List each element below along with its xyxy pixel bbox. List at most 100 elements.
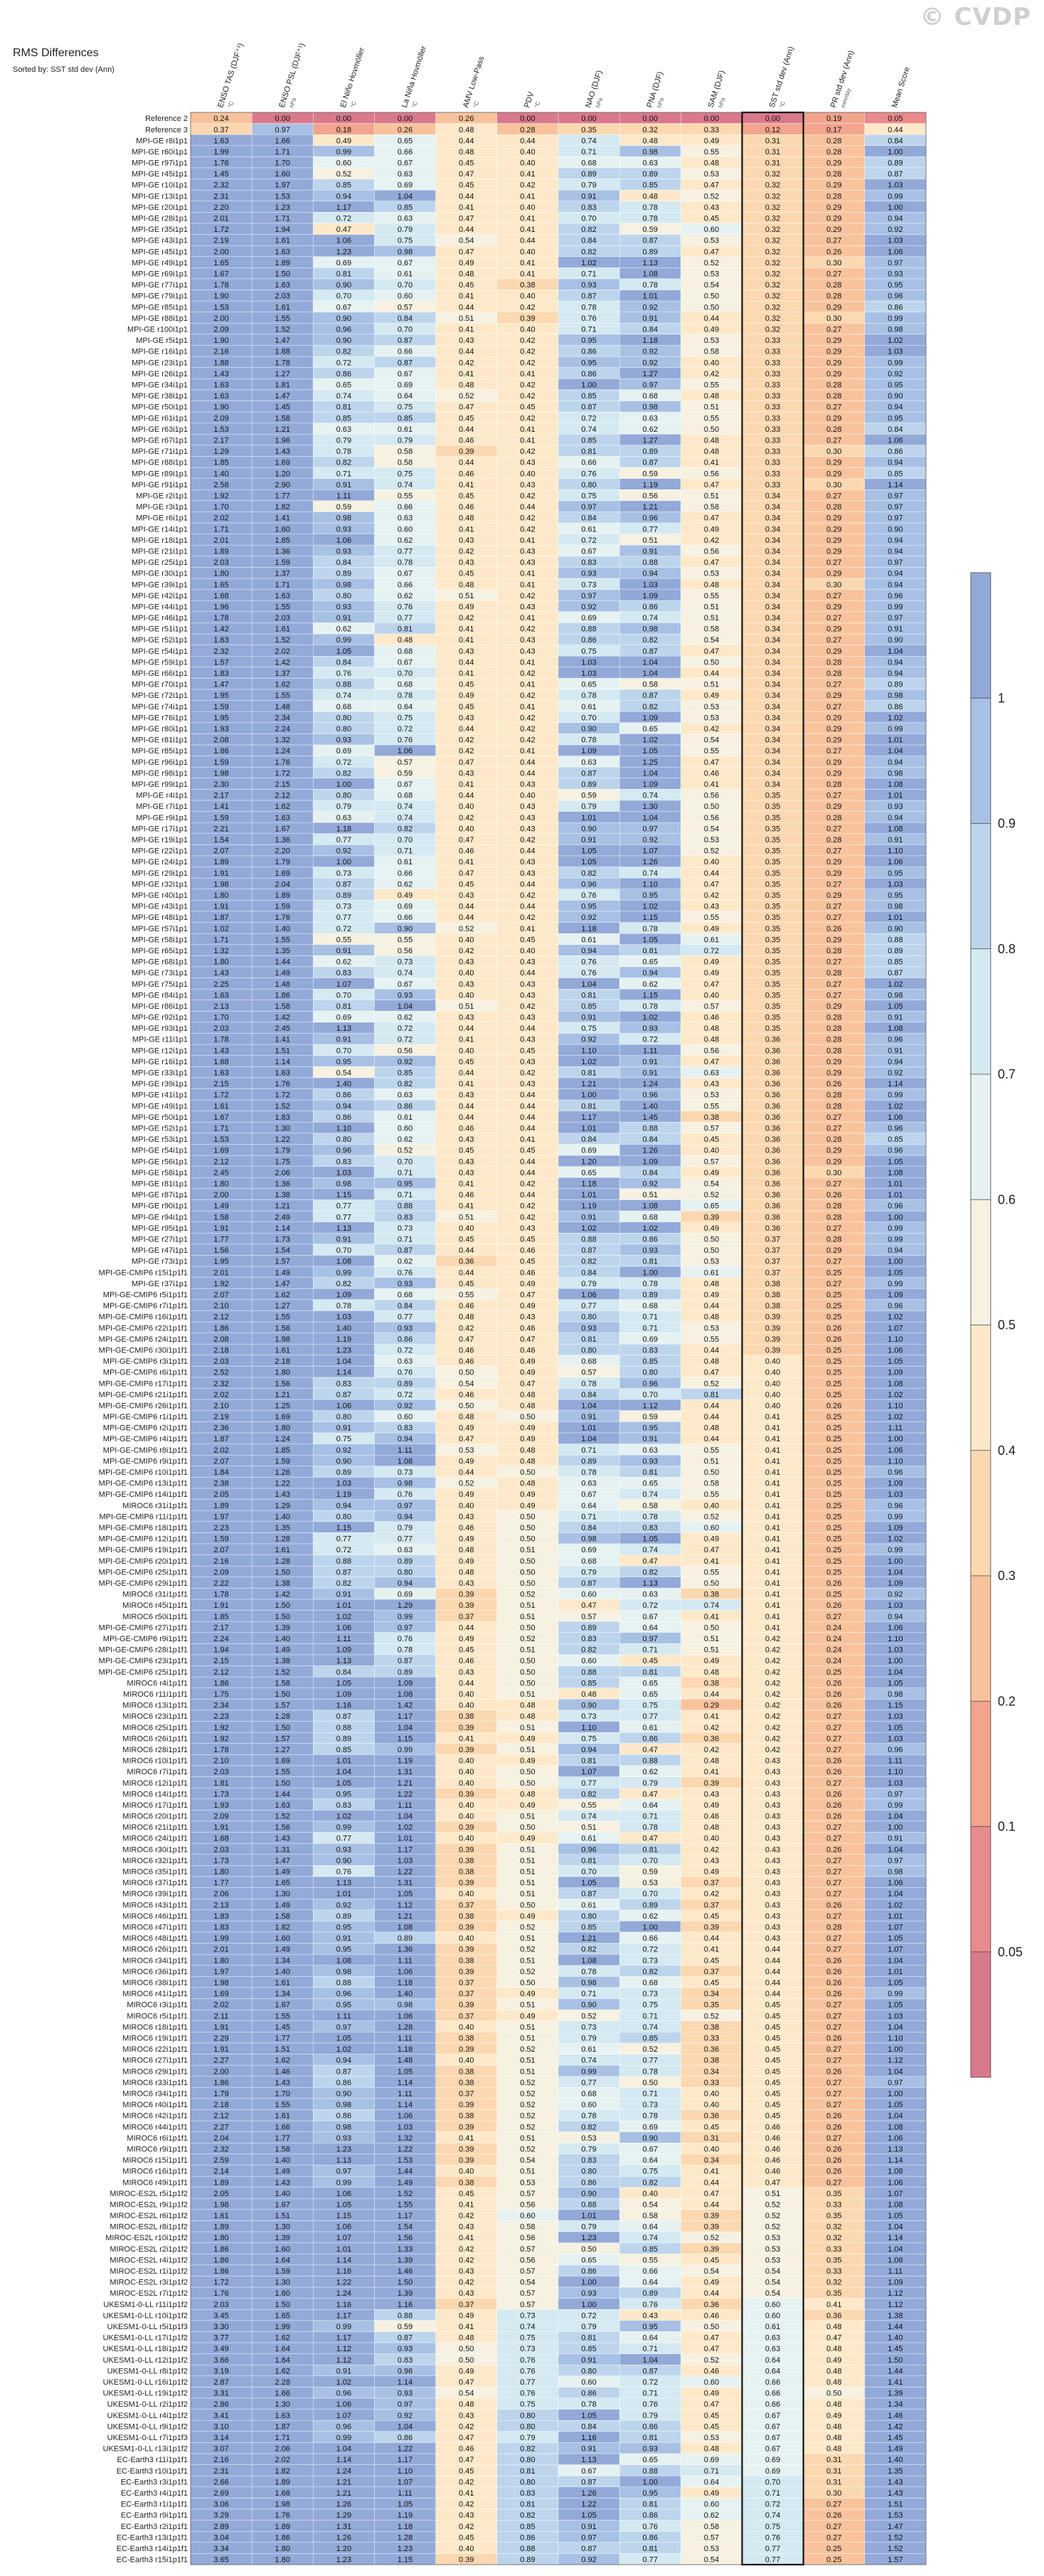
cell-value: 1.40	[643, 1102, 658, 1111]
cell-value: 1.41	[275, 1036, 290, 1044]
cell-value: 1.02	[581, 1058, 596, 1066]
cell-value: 0.39	[459, 2156, 474, 2165]
cell-value: 0.48	[643, 192, 658, 201]
cell-value: 1.06	[888, 1879, 902, 1887]
cell-value: 0.57	[704, 1157, 719, 1166]
cell-value: 0.81	[581, 1757, 596, 1766]
cell-value: 0.93	[398, 991, 412, 1000]
cell-value: 1.76	[213, 159, 228, 168]
row-label: MIROC6 r29i1p1f1	[122, 2067, 188, 2076]
row-label: MPI-GE r14i1p1	[132, 525, 188, 534]
cell-value: 0.38	[704, 2023, 719, 2032]
cell-value: 0.49	[704, 969, 719, 977]
cell-value: 0.80	[581, 481, 596, 489]
cell-value: 0.36	[765, 1113, 780, 1122]
cell-value: 0.63	[398, 514, 412, 523]
cell-value: 0.75	[643, 1702, 658, 1710]
row-label: MPI-GE r72i1p1	[132, 691, 188, 700]
cell-value: 0.50	[704, 1468, 719, 1477]
cell-value: 1.00	[581, 2279, 596, 2287]
cell-value: 0.90	[581, 725, 596, 733]
cell-value: 0.51	[459, 1213, 474, 1221]
cell-value: 0.38	[459, 2034, 474, 2042]
cell-value: 2.32	[213, 647, 228, 656]
cell-value: 2.38	[213, 1480, 228, 1488]
cell-value: 2.32	[213, 1379, 228, 1388]
row-label: MIROC6 r17i1p1f1	[122, 1801, 188, 1810]
cell-value: 0.93	[643, 1246, 658, 1255]
cell-value: 0.74	[643, 2023, 658, 2032]
cell-value: 0.29	[826, 647, 841, 656]
cell-value: 0.40	[459, 1757, 474, 1766]
cell-value: 0.44	[704, 1413, 719, 1421]
cell-value: 1.56	[398, 2234, 412, 2242]
cell-value: 1.13	[336, 1879, 351, 1887]
cell-value: 0.35	[765, 825, 780, 833]
row-label: MPI-GE r33i1p1	[132, 1069, 188, 1078]
cell-value: 0.92	[643, 348, 658, 356]
row-label: MPI-GE r40i1p1	[132, 891, 188, 900]
cell-value: 1.01	[336, 1601, 351, 1610]
cell-value: 1.92	[213, 1724, 228, 1732]
cell-value: 2.01	[213, 215, 228, 223]
cell-value: 0.75	[398, 470, 412, 478]
cell-value: 0.51	[643, 536, 658, 545]
cell-value: 0.42	[765, 1712, 780, 1721]
cell-value: 0.93	[336, 547, 351, 556]
cell-value: 0.91	[643, 1435, 658, 1443]
cell-value: 0.25	[826, 1391, 841, 1399]
cell-value: 1.71	[213, 525, 228, 534]
cell-value: 0.48	[704, 159, 719, 168]
cell-value: 0.43	[520, 991, 535, 1000]
cell-value: 0.42	[520, 492, 535, 500]
cell-value: 0.50	[520, 1524, 535, 1532]
cell-value: 0.62	[643, 1912, 658, 1921]
cell-value: 0.98	[336, 1968, 351, 1976]
row-label: MIROC6 r43i1p1f1	[122, 1901, 188, 1909]
cell-value: 0.36	[765, 1180, 780, 1189]
cell-value: 1.72	[213, 2279, 228, 2287]
cell-value: 1.58	[275, 1912, 290, 1921]
row-label: MIROC6 r34i1p1f1	[122, 2089, 188, 2098]
row-label: MPI-GE-CMIP6 r7i1p1f1	[103, 1302, 188, 1310]
cell-value: 0.45	[459, 1058, 474, 1066]
cell-value: 0.76	[581, 470, 596, 478]
cell-value: 1.35	[275, 1524, 290, 1532]
cell-value: 1.14	[888, 1080, 902, 1088]
cell-value: 0.26	[826, 2112, 841, 2121]
cell-value: 0.34	[765, 703, 780, 711]
cell-value: 0.41	[704, 2168, 719, 2176]
cell-value: 0.52	[704, 192, 719, 201]
cell-value: 0.40	[459, 1934, 474, 1943]
cell-value: 0.43	[520, 814, 535, 822]
cell-value: 0.68	[398, 1290, 412, 1299]
cell-value: 0.43	[520, 1313, 535, 1322]
cell-value: 1.02	[213, 925, 228, 933]
cell-value: 0.54	[520, 2156, 535, 2165]
cell-value: 0.00	[520, 115, 535, 123]
cell-value: 0.44	[459, 913, 474, 922]
cell-value: 1.52	[275, 1102, 290, 1111]
cell-value: 1.21	[275, 1202, 290, 1211]
cell-value: 1.04	[398, 1002, 412, 1011]
cell-value: 0.40	[704, 991, 719, 1000]
cell-value: 0.27	[826, 614, 841, 622]
cell-value: 1.05	[643, 935, 658, 944]
cell-value: 1.89	[275, 259, 290, 267]
column-unit: hPa	[656, 97, 665, 109]
cell-value: 1.59	[213, 758, 228, 767]
cell-value: 0.29	[826, 336, 841, 345]
cell-value: 0.75	[398, 403, 412, 412]
cell-value: 0.29	[826, 215, 841, 223]
cell-value: 0.41	[520, 925, 535, 933]
cell-value: 0.33	[765, 403, 780, 412]
cell-value: 1.08	[888, 1169, 902, 1177]
cell-value: 0.42	[520, 913, 535, 922]
cell-value: 0.47	[459, 1335, 474, 1344]
cell-value: 0.92	[398, 1058, 412, 1066]
cell-value: 0.49	[520, 1369, 535, 1377]
cell-value: 0.49	[520, 1280, 535, 1288]
cell-value: 0.58	[643, 1502, 658, 1510]
cell-value: 0.50	[459, 1401, 474, 1410]
cell-value: 0.35	[765, 792, 780, 800]
